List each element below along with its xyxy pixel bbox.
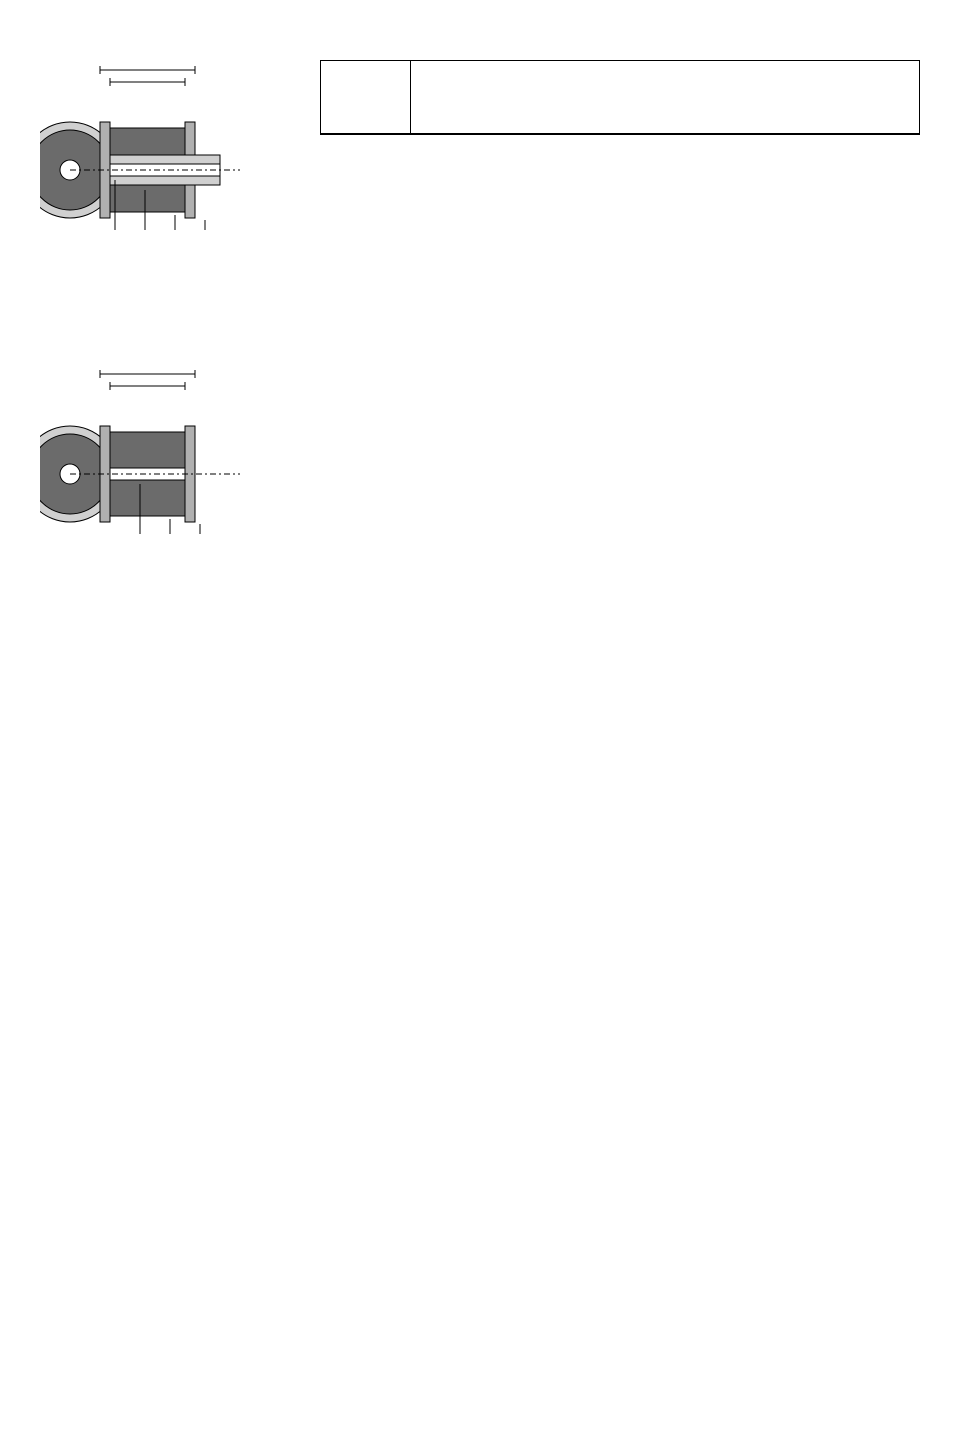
- th-db: [514, 61, 562, 133]
- th-z: [411, 61, 459, 133]
- left-column: [40, 60, 300, 698]
- th-b: [562, 61, 622, 133]
- spec-table: [320, 60, 920, 135]
- table-header-row: [321, 61, 919, 134]
- th-ord: [677, 61, 919, 133]
- pulley-diagram-2: [40, 364, 300, 558]
- pulley-diagram-1: [40, 60, 300, 254]
- th-h7: [622, 61, 677, 133]
- th-typ: [321, 61, 411, 133]
- th-dk: [459, 61, 514, 133]
